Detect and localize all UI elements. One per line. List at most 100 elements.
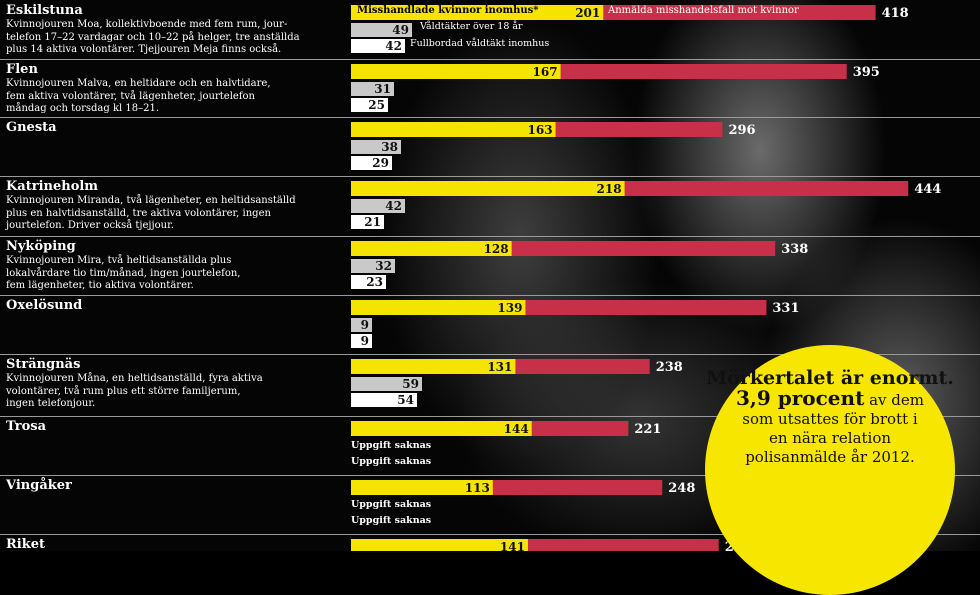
row-description: Kvinnojouren Mira, två heltidsanställda … — [6, 255, 232, 266]
missing-data-note: Uppgift saknas — [351, 440, 432, 451]
value-gray-eskilstuna: 49 — [392, 23, 409, 37]
value-red-oxelsund: 331 — [772, 301, 799, 316]
value-white-gnesta: 29 — [372, 156, 389, 170]
value-red-katrineholm: 444 — [914, 182, 941, 197]
row-name: Vingåker — [6, 478, 72, 493]
value-gray-flen: 31 — [374, 82, 391, 96]
legend-yellow: Misshandlade kvinnor inomhus* — [357, 5, 539, 16]
row-description: Kvinnojouren Måna, en heltidsanställd, f… — [6, 373, 263, 384]
bar-yellow-flen — [351, 64, 561, 79]
row-divider — [0, 416, 980, 417]
bar-white-nykping — [351, 275, 386, 289]
row-name: Nyköping — [6, 239, 76, 254]
row-name: Eskilstuna — [6, 3, 83, 18]
value-red-trosa: 221 — [634, 422, 661, 437]
callout-highlight: 3,9 procent — [736, 386, 865, 410]
background-photo — [0, 0, 980, 551]
value-red-flen: 395 — [853, 65, 880, 80]
row-divider — [0, 295, 980, 296]
bar-gray-strngns — [351, 377, 422, 391]
value-white-nykping: 23 — [366, 275, 383, 289]
row-description: Kvinnojouren Moa, kollektivboende med fe… — [6, 19, 288, 30]
bar-yellow-vingker — [351, 480, 493, 495]
row-divider — [0, 176, 980, 177]
row-label-gnesta: Gnesta — [6, 120, 346, 135]
value-gray-gnesta: 38 — [381, 140, 398, 154]
value-red-strngns: 238 — [656, 360, 683, 375]
legend-white: Fullbordad våldtäkt inomhus — [410, 38, 550, 49]
value-yellow-strngns: 131 — [487, 360, 512, 374]
bar-yellow-strngns — [351, 359, 516, 374]
row-label-eskilstuna: Eskilstuna Kvinnojouren Moa, kollektivboe… — [6, 3, 346, 56]
row-description: fem lägenheter, tio aktiva volontärer. — [6, 280, 194, 291]
legend-red: Anmälda misshandelsfall mot kvinnor — [608, 5, 799, 16]
row-description: Kvinnojouren Malva, en heltidare och en … — [6, 78, 271, 89]
value-yellow-flen: 167 — [533, 65, 558, 79]
value-red-nykping: 338 — [781, 242, 808, 257]
bar-gray-eskilstuna — [351, 23, 412, 37]
missing-data-note: Uppgift saknas — [351, 499, 432, 510]
value-yellow-gnesta: 163 — [528, 123, 553, 137]
row-description: Kvinnojouren Miranda, två lägenheter, en… — [6, 195, 296, 206]
bar-gray-flen — [351, 82, 394, 96]
bar-white-gnesta — [351, 156, 392, 170]
legend-gray: Våldtäkter över 18 år — [420, 21, 523, 32]
row-name: Riket — [6, 537, 46, 552]
row-divider — [0, 534, 980, 535]
row-description: måndag och torsdag kl 18–21. — [6, 103, 160, 114]
bar-white-oxelsund — [351, 334, 372, 348]
row-description: volontärer, två rum plus ett större fami… — [6, 385, 241, 397]
row-description: jourtelefon. Driver också tjejjour. — [6, 220, 174, 231]
row-name: Gnesta — [6, 120, 57, 135]
row-name: Strängnäs — [6, 357, 81, 372]
callout-circle: Mörkertalet är enormt. 3,9 procent av de… — [705, 345, 955, 595]
callout-body: 3,9 procent av dem som utsattes för brot… — [705, 386, 955, 467]
row-description: plus 14 aktiva volontärer. Tjejjouren Me… — [6, 44, 282, 55]
value-yellow-riket: 141 — [500, 540, 525, 551]
bar-chart: 201 418 49 42 167 395 31 25 163 296 38 29 218 444 42 21… — [351, 5, 941, 551]
row-description: lokalvårdare tio tim/månad, ingen jourte… — [6, 267, 241, 279]
row-name: Katrineholm — [6, 179, 99, 194]
bar-white-flen — [351, 98, 388, 112]
callout-headline: Mörkertalet är enormt. — [706, 367, 954, 389]
row-divider — [0, 354, 980, 355]
value-white-flen: 25 — [368, 98, 385, 112]
row-divider — [0, 236, 980, 237]
value-red-eskilstuna: 418 — [882, 6, 909, 21]
row-description: plus en halvtidsanställd, tre aktiva vol… — [6, 207, 271, 219]
row-label-nykping: Nyköping Kvinnojouren Mira, två heltidsan… — [6, 239, 346, 292]
value-white-oxelsund: 9 — [361, 334, 369, 348]
value-yellow-trosa: 144 — [504, 422, 529, 436]
row-description: ingen telefonjour. — [6, 398, 96, 409]
bar-yellow-eskilstuna — [351, 5, 604, 20]
row-label-trosa: Trosa — [6, 419, 346, 434]
bar-gray-katrineholm — [351, 199, 405, 213]
value-gray-nykping: 32 — [375, 259, 392, 273]
bar-yellow-katrineholm — [351, 181, 625, 196]
row-label-katrineholm: Katrineholm Kvinnojouren Miranda, två läg… — [6, 179, 346, 232]
value-white-strngns: 54 — [397, 393, 414, 407]
value-yellow-nykping: 128 — [484, 242, 509, 256]
value-yellow-eskilstuna: 201 — [575, 6, 600, 20]
value-yellow-vingker: 113 — [465, 481, 490, 495]
row-name: Flen — [6, 62, 38, 77]
bar-white-eskilstuna — [351, 39, 405, 53]
bar-yellow-gnesta — [351, 122, 556, 137]
bar-gray-gnesta — [351, 140, 401, 154]
bar-gray-oxelsund — [351, 318, 372, 332]
row-divider — [0, 475, 980, 476]
row-divider — [0, 117, 980, 118]
value-gray-katrineholm: 42 — [385, 199, 402, 213]
value-white-eskilstuna: 42 — [385, 39, 402, 53]
row-description: fem aktiva volontärer, två lägenheter, j… — [6, 90, 255, 102]
row-divider — [0, 59, 980, 60]
missing-data-note: Uppgift saknas — [351, 456, 432, 467]
bar-yellow-oxelsund — [351, 300, 526, 315]
row-label-oxelsund: Oxelösund — [6, 298, 346, 313]
bar-gray-nykping — [351, 259, 395, 273]
row-description: telefon 17–22 vardagar och 10–22 på helg… — [6, 31, 300, 43]
value-red-vingker: 248 — [668, 481, 695, 496]
bar-yellow-nykping — [351, 241, 512, 256]
bar-yellow-riket — [351, 539, 528, 551]
row-label-strngns: Strängnäs Kvinnojouren Måna, en heltidsan… — [6, 357, 346, 410]
